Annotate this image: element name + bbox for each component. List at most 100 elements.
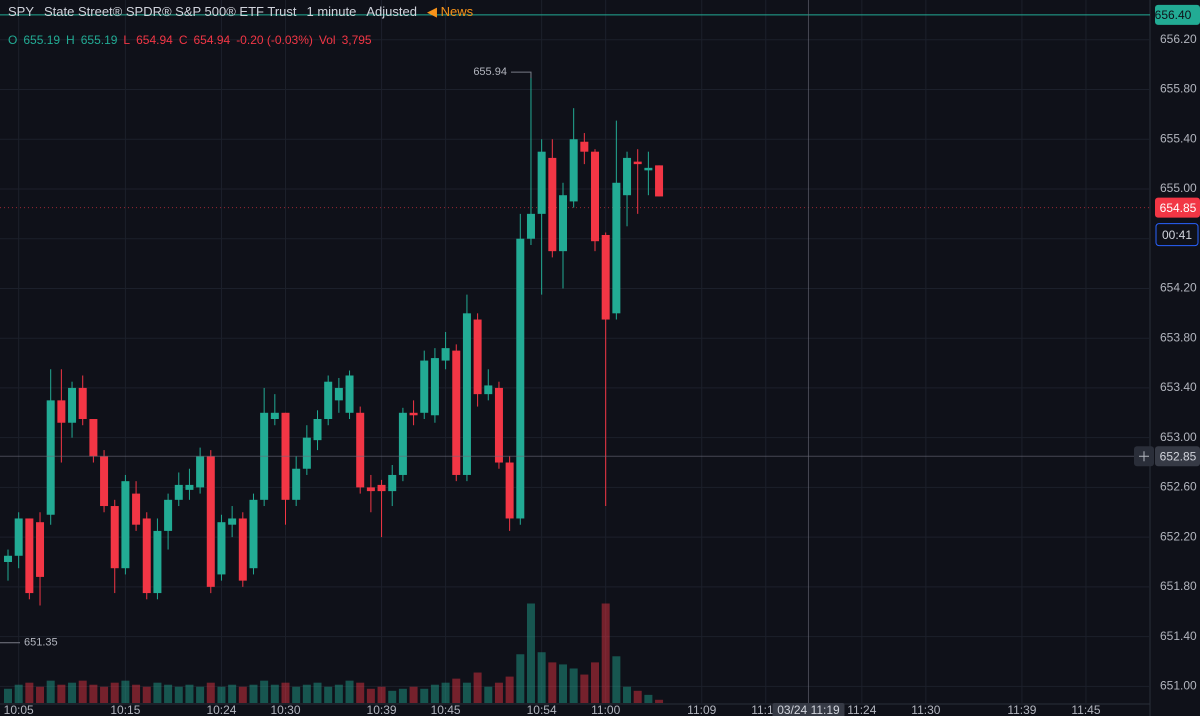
- volume-bar: [441, 682, 450, 703]
- candle-body: [516, 238, 525, 519]
- volume-bar: [377, 686, 386, 703]
- news[interactable]: ◀ News: [426, 4, 474, 19]
- x-tick-label: 11:09: [687, 703, 716, 716]
- volume-bar: [153, 682, 162, 703]
- candle-body: [655, 165, 664, 197]
- ohlc-legend: O 655.19 H 655.19 L 654.94 C 654.94 -0.20 (-…: [8, 33, 372, 47]
- candle-body: [174, 484, 183, 500]
- candle-body: [132, 493, 141, 525]
- vol-label: Vol: [318, 33, 336, 47]
- volume-bar: [292, 686, 301, 703]
- candle-body: [324, 381, 333, 420]
- candle-body: [526, 213, 535, 239]
- candle-body: [558, 195, 567, 252]
- volume-bar: [612, 656, 621, 703]
- volume-bar: [537, 652, 546, 703]
- volume-bar: [462, 682, 471, 703]
- volume-bar: [68, 682, 77, 703]
- volume-bar: [505, 676, 514, 703]
- volume-bar: [270, 684, 279, 703]
- y-tick-label: 652.20: [1160, 529, 1197, 543]
- volume-bar: [89, 684, 98, 703]
- y-tick-label: 651.40: [1160, 629, 1197, 643]
- volume-bar: [569, 668, 578, 703]
- candle-body: [366, 487, 375, 492]
- crosshair-y-box: [1155, 446, 1200, 467]
- volume-bar: [302, 684, 311, 703]
- last-price-box: [1155, 197, 1200, 218]
- candle-body: [206, 456, 215, 587]
- header: SPY State Street® SPDR® S&P 500® ETF Tru…: [8, 4, 473, 20]
- instrument-name: State Street® SPDR® S&P 500® ETF Trust: [44, 4, 297, 19]
- high: 655.19: [80, 33, 118, 47]
- candle-body: [398, 412, 407, 475]
- candle-body: [78, 387, 87, 420]
- countdown-box: [1155, 223, 1199, 247]
- y-tick-label: 653.00: [1160, 430, 1197, 444]
- o-label: O: [8, 33, 18, 47]
- candle-body: [121, 481, 130, 569]
- candle-body: [452, 350, 461, 475]
- c-label: C: [178, 33, 188, 47]
- volume-bar: [420, 688, 429, 703]
- y-tick-label: 656.20: [1160, 32, 1197, 46]
- volume-bar: [196, 686, 205, 703]
- volume-bar: [398, 688, 407, 703]
- volume-bar: [580, 674, 589, 703]
- candle-body: [68, 387, 77, 423]
- candle-body: [4, 555, 13, 562]
- volume-bar: [473, 672, 482, 703]
- candle-body: [334, 387, 343, 401]
- volume-bar: [238, 686, 247, 703]
- x-tick-label: 10:05: [4, 703, 34, 716]
- candle-body: [388, 474, 397, 492]
- y-tick-label: 655.80: [1160, 82, 1197, 96]
- volume-bar: [548, 662, 557, 703]
- close: 654.94: [193, 33, 231, 47]
- x-tick-label: 11:39: [1007, 703, 1036, 716]
- volume-bar: [206, 682, 215, 703]
- candle-body: [25, 518, 34, 594]
- volume-bar: [281, 682, 290, 703]
- x-tick-label: 10:39: [367, 703, 397, 716]
- candle-body: [153, 530, 162, 594]
- volume-bar: [132, 684, 141, 703]
- last-price-label: 654.85: [1160, 201, 1197, 215]
- candle-body: [644, 167, 653, 171]
- x-tick-label: 10:54: [527, 703, 557, 716]
- volume-bar: [142, 686, 151, 703]
- volume-bar: [655, 699, 664, 703]
- volume-bar: [57, 684, 66, 703]
- volume-bar: [324, 686, 333, 703]
- candle-body: [196, 456, 205, 488]
- candle-body: [36, 522, 45, 577]
- y-tick-label: 651.00: [1160, 678, 1197, 692]
- crosshair-plus: [1139, 451, 1149, 462]
- volume-bar: [249, 684, 258, 703]
- candle-body: [110, 506, 119, 569]
- volume-bar: [25, 682, 34, 703]
- candle-body: [420, 360, 429, 413]
- candle-body: [292, 468, 301, 500]
- candle-body: [537, 151, 546, 214]
- candle-body: [164, 499, 173, 531]
- x-tick-label: 10:30: [270, 703, 300, 716]
- l-label: L: [123, 33, 131, 47]
- candle-body: [217, 522, 226, 575]
- symbol[interactable]: SPY: [8, 4, 35, 19]
- interval[interactable]: 1 minute: [306, 4, 357, 19]
- volume-bar: [14, 684, 23, 703]
- volume-bar: [388, 690, 397, 703]
- candle-body: [377, 484, 386, 492]
- news-label[interactable]: News: [440, 4, 474, 19]
- candle-body: [100, 456, 109, 507]
- adjustment[interactable]: Adjusted: [366, 4, 417, 19]
- x-tick-label: 11:00: [591, 703, 620, 716]
- candle-body: [409, 412, 418, 416]
- candle-body: [46, 400, 55, 515]
- volume-bar: [558, 664, 567, 703]
- volume-bar: [591, 662, 600, 703]
- volume-bar: [100, 686, 109, 703]
- low: 654.94: [136, 33, 173, 47]
